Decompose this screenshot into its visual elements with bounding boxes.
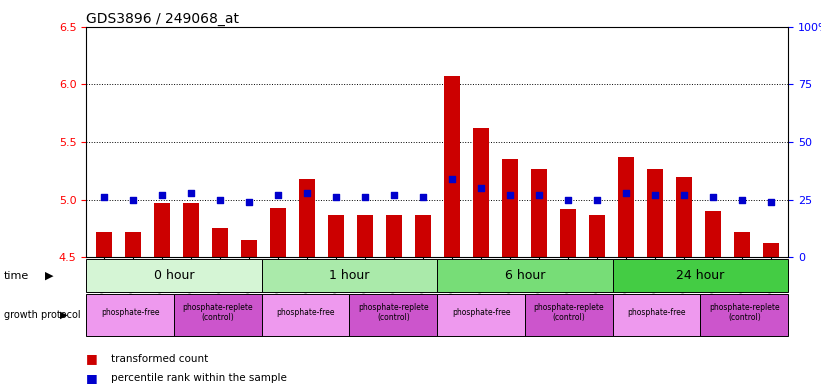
Bar	[612, 294, 700, 336]
Text: ■: ■	[86, 372, 98, 384]
Bar	[356, 215, 373, 257]
Bar	[95, 232, 112, 257]
Text: 6 hour: 6 hour	[505, 269, 545, 282]
Bar	[612, 259, 788, 292]
Text: GDS3896 / 249068_at: GDS3896 / 249068_at	[86, 12, 239, 25]
Point	[706, 194, 719, 200]
Point	[445, 176, 458, 182]
Bar	[299, 179, 314, 257]
Point	[155, 192, 168, 198]
Point	[213, 197, 227, 203]
Bar	[560, 209, 576, 257]
Text: growth protocol: growth protocol	[4, 310, 80, 320]
Bar	[269, 208, 286, 257]
Bar	[676, 177, 692, 257]
Text: ▶: ▶	[45, 270, 53, 281]
Text: time: time	[4, 270, 30, 281]
Bar	[328, 215, 344, 257]
Bar	[386, 215, 401, 257]
Bar	[437, 294, 525, 336]
Text: phosphate-free: phosphate-free	[452, 308, 511, 317]
Point	[184, 190, 197, 196]
Point	[474, 185, 487, 191]
Text: phosphate-free: phosphate-free	[101, 308, 159, 317]
Bar	[174, 294, 262, 336]
Text: phosphate-replete
(control): phosphate-replete (control)	[534, 303, 604, 323]
Bar	[125, 232, 140, 257]
Point	[300, 190, 314, 196]
Bar	[350, 294, 437, 336]
Point	[271, 192, 284, 198]
Point	[532, 192, 545, 198]
Text: percentile rank within the sample: percentile rank within the sample	[111, 373, 287, 383]
Bar	[763, 243, 779, 257]
Bar	[502, 159, 518, 257]
Point	[677, 192, 690, 198]
Point	[416, 194, 429, 200]
Text: phosphate-replete
(control): phosphate-replete (control)	[358, 303, 429, 323]
Bar	[154, 203, 170, 257]
Text: transformed count: transformed count	[111, 354, 208, 364]
Text: 1 hour: 1 hour	[329, 269, 369, 282]
Bar	[437, 259, 612, 292]
Bar	[212, 228, 227, 257]
Bar	[700, 294, 788, 336]
Bar	[473, 128, 488, 257]
Point	[619, 190, 632, 196]
Bar	[704, 211, 721, 257]
Point	[388, 192, 401, 198]
Bar	[262, 259, 437, 292]
Bar	[86, 294, 174, 336]
Point	[242, 199, 255, 205]
Bar	[262, 294, 350, 336]
Bar	[589, 215, 605, 257]
Point	[126, 197, 140, 203]
Point	[648, 192, 661, 198]
Text: phosphate-replete
(control): phosphate-replete (control)	[182, 303, 253, 323]
Point	[358, 194, 371, 200]
Bar	[443, 76, 460, 257]
Bar	[182, 203, 199, 257]
Point	[590, 197, 603, 203]
Bar	[530, 169, 547, 257]
Point	[503, 192, 516, 198]
Text: ■: ■	[86, 353, 98, 366]
Text: ▶: ▶	[60, 310, 67, 320]
Text: phosphate-replete
(control): phosphate-replete (control)	[709, 303, 780, 323]
Text: 24 hour: 24 hour	[677, 269, 725, 282]
Bar	[525, 294, 612, 336]
Point	[764, 199, 777, 205]
Bar	[415, 215, 431, 257]
Text: phosphate-free: phosphate-free	[277, 308, 335, 317]
Text: phosphate-free: phosphate-free	[627, 308, 686, 317]
Point	[561, 197, 574, 203]
Bar	[647, 169, 663, 257]
Bar	[241, 240, 257, 257]
Bar	[86, 259, 262, 292]
Point	[97, 194, 110, 200]
Bar	[734, 232, 750, 257]
Text: 0 hour: 0 hour	[154, 269, 195, 282]
Point	[735, 197, 748, 203]
Bar	[617, 157, 634, 257]
Point	[329, 194, 342, 200]
